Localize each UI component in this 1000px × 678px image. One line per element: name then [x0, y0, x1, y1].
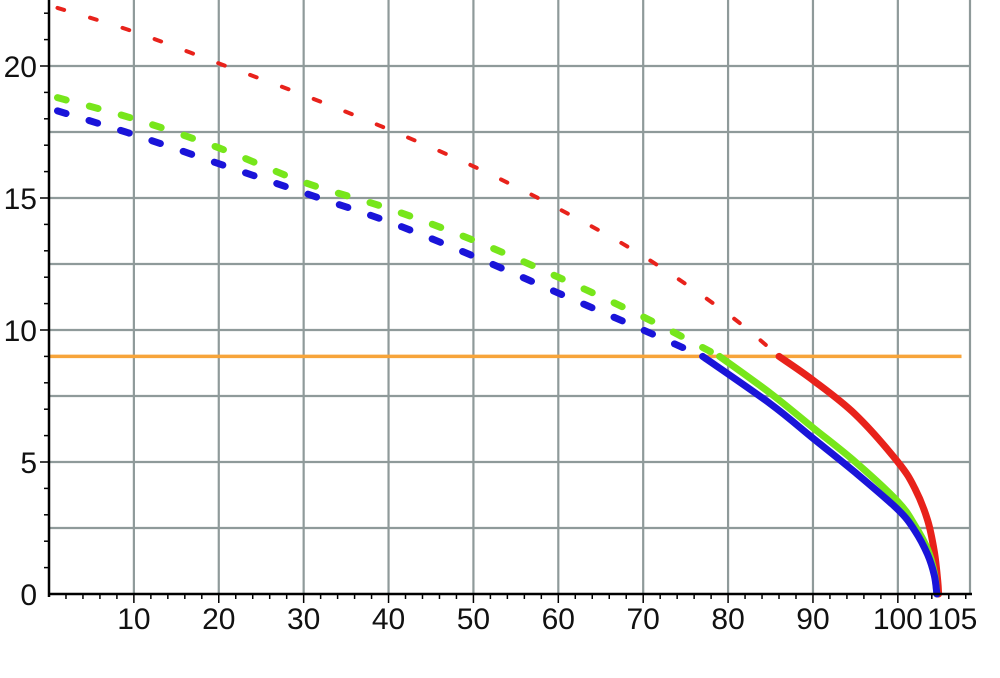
x-tick-label: 90 [796, 603, 829, 636]
y-tick-label: 15 [4, 183, 37, 216]
series-dashed-line [55, 5, 782, 359]
x-tick-label: 30 [287, 603, 320, 636]
x-tick-label: 80 [711, 603, 744, 636]
series-dashed-line [53, 94, 724, 360]
y-tick-label: 10 [4, 315, 37, 348]
series-dashed-line [53, 107, 707, 360]
grid [49, 0, 972, 594]
x-tick-label: 60 [542, 603, 575, 636]
y-tick-label: 20 [4, 51, 37, 84]
x-tick-label: 105 [927, 603, 977, 636]
x-tick-label: 50 [457, 603, 490, 636]
x-tick-label: 20 [202, 603, 235, 636]
x-tick-label: 40 [372, 603, 405, 636]
x-tick-label: 100 [873, 603, 923, 636]
y-tick-label: 0 [20, 579, 37, 612]
x-tick-label: 10 [117, 603, 150, 636]
x-tick-label: 70 [627, 603, 660, 636]
tick-labels: 10 20 30 40 50 60 70 80 90 100 105 0 5 10 15 20 [4, 51, 978, 636]
axes [40, 0, 972, 603]
y-tick-label: 5 [20, 447, 37, 480]
series-group [53, 5, 943, 598]
series-solid-line [699, 352, 941, 598]
